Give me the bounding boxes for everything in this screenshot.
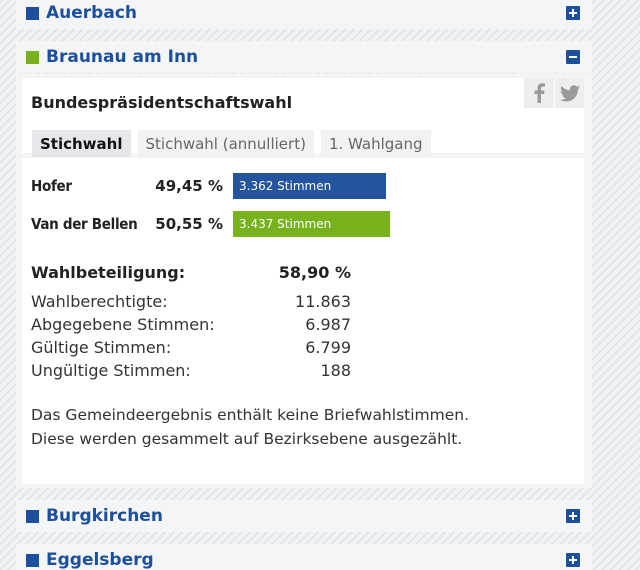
section-title: Braunau am Inn bbox=[46, 47, 199, 67]
stat-value: 11.863 bbox=[295, 291, 351, 311]
stat-label: Wahlberechtigte: bbox=[31, 291, 168, 311]
municipality-list: Auerbach Braunau am Inn Bundespräsidents… bbox=[16, 0, 592, 570]
candidate-percent: 49,45 % bbox=[155, 177, 223, 195]
candidate-name: Van der Bellen bbox=[31, 215, 138, 233]
stat-label: Ungültige Stimmen: bbox=[31, 360, 191, 380]
tab-stichwahl[interactable]: Stichwahl bbox=[32, 130, 131, 157]
vote-count-label: 3.362 Stimmen bbox=[239, 179, 332, 193]
turnout-label: Wahlbeteiligung: bbox=[31, 262, 186, 282]
panel-header: Bundespräsidentschaftswahl Stichwahl Sti… bbox=[22, 78, 584, 157]
section-marker bbox=[26, 509, 39, 523]
tab-stichwahl-annulliert[interactable]: Stichwahl (annulliert) bbox=[137, 130, 314, 157]
stat-value: 6.987 bbox=[305, 314, 351, 334]
section-marker bbox=[26, 553, 39, 567]
election-title: Bundespräsidentschaftswahl bbox=[31, 93, 293, 112]
vote-count-label: 3.437 Stimmen bbox=[239, 217, 332, 231]
candidate-name: Hofer bbox=[31, 177, 72, 195]
turnout-value: 58,90 % bbox=[278, 262, 351, 282]
plus-icon[interactable] bbox=[566, 6, 580, 20]
stat-row: Abgegebene Stimmen: 6.987 bbox=[31, 313, 351, 335]
stat-label: Abgegebene Stimmen: bbox=[31, 314, 215, 334]
turnout-row: Wahlbeteiligung: 58,90 % bbox=[31, 261, 351, 283]
mail-vote-note-line-2: Diese werden gesammelt auf Bezirksebene … bbox=[31, 430, 463, 448]
section-header-auerbach[interactable]: Auerbach bbox=[16, 0, 592, 29]
vote-bar-hofer: 3.362 Stimmen bbox=[233, 173, 386, 199]
plus-icon[interactable] bbox=[566, 553, 580, 567]
candidate-row-hofer: Hofer 49,45 % bbox=[31, 172, 223, 200]
plus-icon[interactable] bbox=[566, 509, 580, 523]
stat-row: Wahlberechtigte: 11.863 bbox=[31, 290, 351, 312]
section-header-burgkirchen[interactable]: Burgkirchen bbox=[16, 500, 592, 532]
stat-label: Gültige Stimmen: bbox=[31, 337, 172, 357]
section-marker-active bbox=[26, 50, 39, 64]
results-panel: Bundespräsidentschaftswahl Stichwahl Sti… bbox=[16, 74, 592, 488]
minus-icon[interactable] bbox=[566, 50, 580, 64]
section-title: Auerbach bbox=[46, 3, 137, 23]
stat-row: Gültige Stimmen: 6.799 bbox=[31, 336, 351, 358]
section-marker bbox=[26, 6, 39, 20]
election-tabs: Stichwahl Stichwahl (annulliert) 1. Wahl… bbox=[32, 130, 438, 157]
results-content: Hofer 49,45 % 3.362 Stimmen Van der Bell… bbox=[22, 158, 584, 484]
candidate-row-van-der-bellen: Van der Bellen 50,55 % bbox=[31, 210, 223, 238]
facebook-icon[interactable] bbox=[524, 78, 554, 108]
section-title: Eggelsberg bbox=[46, 550, 154, 570]
mail-vote-note-line-1: Das Gemeindeergebnis enthält keine Brief… bbox=[31, 406, 470, 424]
section-title: Burgkirchen bbox=[46, 506, 163, 526]
stat-row: Ungültige Stimmen: 188 bbox=[31, 359, 351, 381]
vote-bar-van-der-bellen: 3.437 Stimmen bbox=[233, 211, 390, 237]
stat-value: 188 bbox=[320, 360, 351, 380]
stat-value: 6.799 bbox=[305, 337, 351, 357]
candidate-percent: 50,55 % bbox=[155, 215, 223, 233]
tab-1-wahlgang[interactable]: 1. Wahlgang bbox=[320, 130, 431, 157]
section-header-eggelsberg[interactable]: Eggelsberg bbox=[16, 544, 592, 570]
section-header-braunau[interactable]: Braunau am Inn bbox=[16, 41, 592, 73]
twitter-icon[interactable] bbox=[555, 78, 584, 108]
